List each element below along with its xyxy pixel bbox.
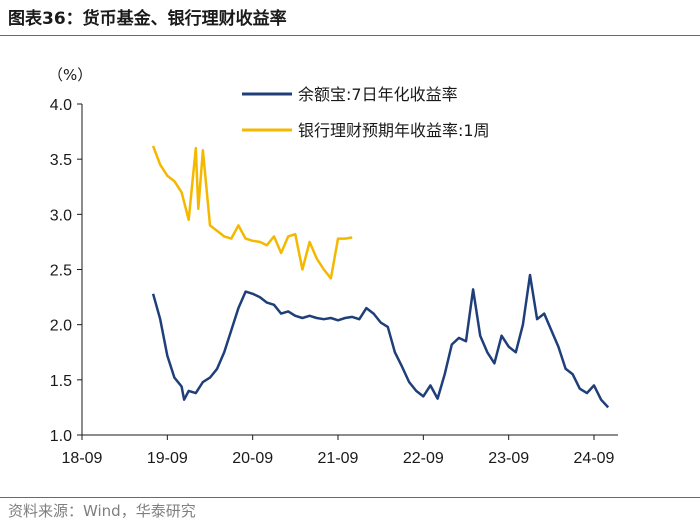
y-tick-label: 2.5	[50, 263, 72, 280]
series-line-1	[151, 273, 610, 409]
x-tick-label: 19-09	[147, 450, 188, 467]
x-tick-label: 18-09	[62, 450, 103, 467]
x-tick-label: 22-09	[403, 450, 444, 467]
chart-series	[151, 145, 610, 409]
title-divider	[0, 35, 700, 36]
x-tick-label: 24-09	[574, 450, 615, 467]
footer-divider	[0, 497, 700, 498]
x-tick-label: 23-09	[488, 450, 529, 467]
line-chart: 1.0 1.5 2.0 2.5 3.0 3.5 4.0 18-09 19-09 20-09 21-0…	[48, 66, 618, 467]
y-tick-label: 3.5	[50, 152, 72, 169]
y-axis-unit-label: （%）	[48, 66, 92, 84]
x-tick-label: 21-09	[318, 450, 359, 467]
chart-title: 图表36：货币基金、银行理财收益率	[8, 9, 287, 29]
y-tick-label: 3.0	[50, 207, 72, 224]
chart-axes: 1.0 1.5 2.0 2.5 3.0 3.5 4.0 18-09 19-09 20-09 21-0…	[50, 97, 618, 467]
legend-label-2: 银行理财预期年收益率:1周	[298, 121, 490, 140]
legend-label-1: 余额宝:7日年化收益率	[298, 85, 458, 104]
x-tick-label: 20-09	[232, 450, 273, 467]
y-tick-label: 1.5	[50, 373, 72, 390]
source-note: 资料来源：Wind，华泰研究	[8, 502, 196, 520]
y-tick-label: 2.0	[50, 318, 72, 335]
y-tick-label: 1.0	[50, 428, 72, 445]
series-line-2	[151, 145, 353, 280]
y-tick-label: 4.0	[50, 97, 72, 114]
